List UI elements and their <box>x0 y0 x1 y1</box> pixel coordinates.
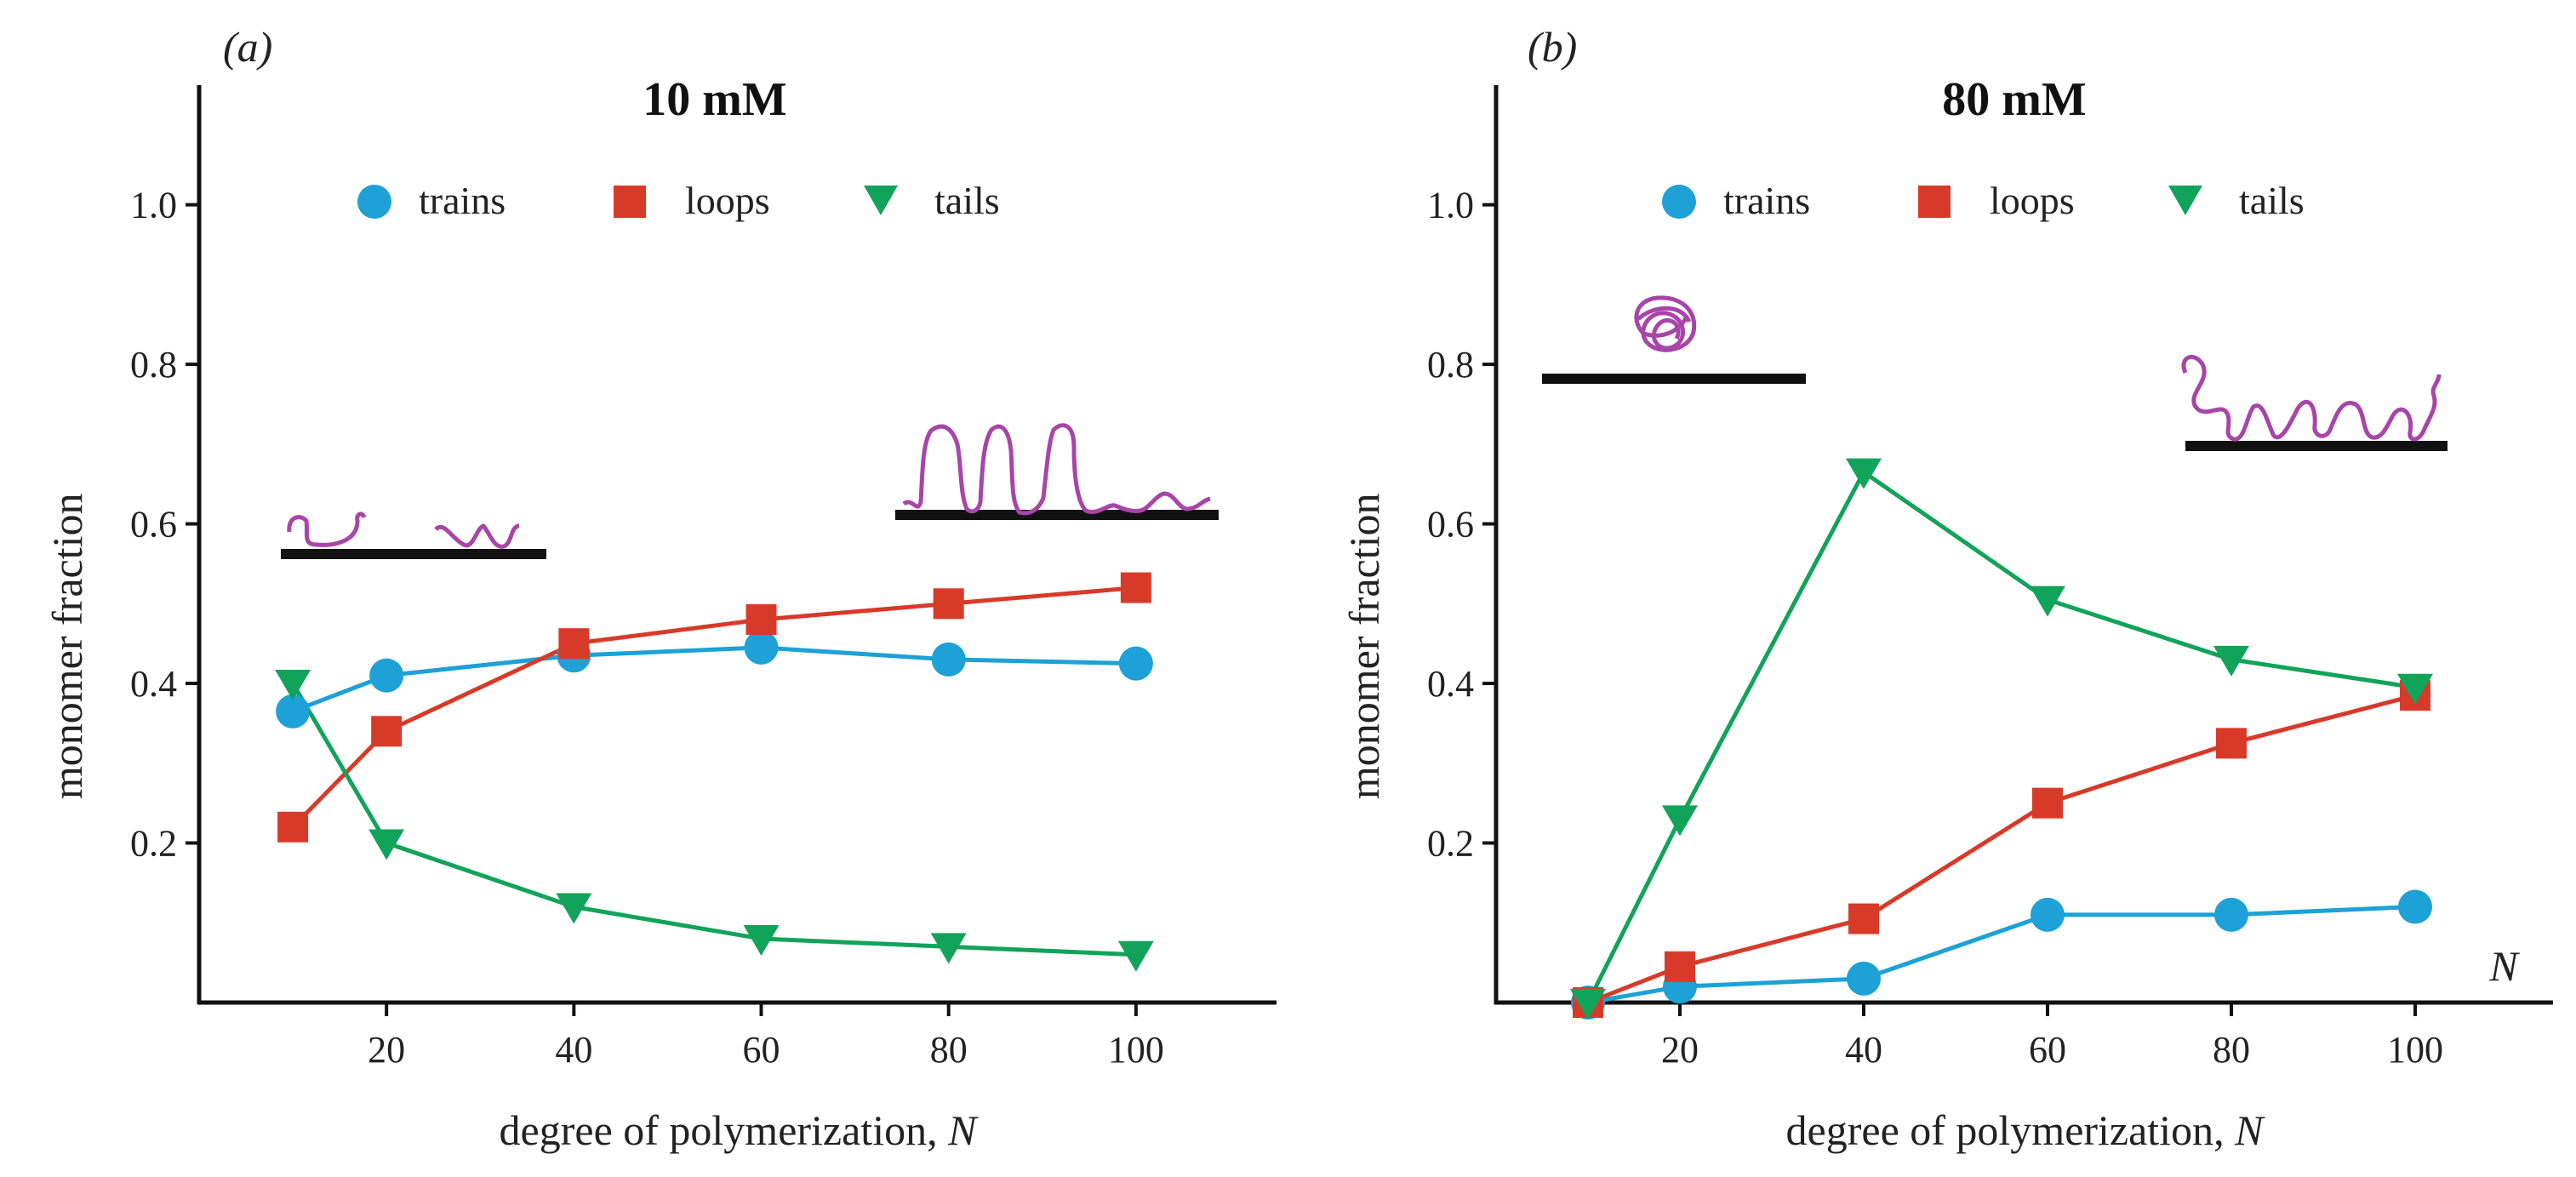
y-tick-label: 0.2 <box>1427 823 1474 865</box>
polymer-chain-icon <box>434 523 520 549</box>
data-point-trains <box>2031 897 2065 932</box>
legend-trains-marker <box>357 185 391 219</box>
data-point-tails <box>743 925 780 957</box>
x-tick-label: 60 <box>743 1029 780 1071</box>
series-line-loops <box>1587 693 2416 1005</box>
data-point-tails <box>2213 645 2249 677</box>
polymer-chain-icon <box>2181 354 2442 442</box>
series-line-trains <box>292 645 1136 714</box>
x-tick-label: 40 <box>555 1029 592 1071</box>
data-point-trains <box>1847 961 1881 996</box>
panel-a-label: (a) <box>223 23 272 71</box>
y-tick-label: 0.8 <box>130 344 177 386</box>
polymer-illustration-short <box>281 511 546 559</box>
y-tick-label: 0.6 <box>130 504 177 546</box>
legend-tails-label: tails <box>934 179 1000 222</box>
panel-b-corner-label: N <box>2488 942 2520 990</box>
x-tick-label: 80 <box>930 1029 968 1071</box>
data-point-trains <box>2214 897 2248 932</box>
data-point-loops <box>933 588 964 620</box>
panel-b-legend: trains loops tails <box>1662 179 2305 222</box>
legend-loops-label: loops <box>1990 179 2075 222</box>
data-point-tails <box>556 893 592 924</box>
panel-a: (a) 10 mM trains loops tails 0.20.40.60.… <box>43 23 1277 1154</box>
data-point-trains <box>1118 646 1153 681</box>
series-line-tails <box>1585 468 2416 1004</box>
legend-loops-marker <box>614 186 646 218</box>
panel-a-legend: trains loops tails <box>357 179 1000 222</box>
panel-b-label: (b) <box>1528 23 1577 71</box>
data-point-loops <box>2216 728 2247 759</box>
data-point-loops <box>2032 787 2063 819</box>
polymer-chain-icon <box>287 511 367 547</box>
y-tick-label: 0.2 <box>130 823 177 865</box>
y-tick-label: 0.8 <box>1427 344 1474 386</box>
legend-loops-marker <box>1918 186 1951 218</box>
data-point-loops <box>558 628 590 660</box>
y-tick-label: 0.6 <box>1427 504 1474 546</box>
y-tick-label: 0.4 <box>130 663 177 705</box>
data-point-trains <box>276 694 311 728</box>
data-point-tails <box>1846 458 1882 489</box>
legend-trains-label: trains <box>419 179 505 222</box>
series-line-trains <box>1587 905 2416 1005</box>
x-tick-label: 20 <box>368 1029 405 1071</box>
data-point-loops <box>277 811 309 843</box>
panel-b-y-axis-title: monomer fraction <box>1340 493 1388 799</box>
data-point-trains <box>744 630 779 665</box>
data-point-trains <box>2398 889 2432 924</box>
x-tick-label: 40 <box>1845 1029 1882 1071</box>
legend-trains-label: trains <box>1723 179 1810 222</box>
data-point-tails <box>1570 989 1606 1020</box>
x-tick-label: 20 <box>1661 1029 1699 1071</box>
legend-tails-label: tails <box>2239 179 2305 222</box>
panel-b-plot: 0.2 0.4 0.6 0.8 1.0 20 40 60 80 100 degree of poly… <box>1340 85 2553 1154</box>
data-point-tails <box>2030 586 2065 617</box>
data-point-loops <box>1120 572 1151 603</box>
series-line-loops <box>291 586 1137 829</box>
data-point-trains <box>931 642 966 677</box>
series-line-tails <box>290 682 1136 957</box>
polymer-illustration-long <box>895 423 1219 520</box>
panel-a-title: 10 mM <box>643 73 787 126</box>
data-point-tails <box>2397 673 2433 705</box>
data-point-trains <box>369 658 404 693</box>
panel-a-x-axis-title: degree of polymerization, N <box>500 1106 980 1154</box>
panel-b: (b) 80 mM trains loops tails N 0.2 0.4 0.6… <box>1340 23 2553 1154</box>
data-point-tails <box>930 933 967 964</box>
legend-tails-marker <box>864 186 898 215</box>
polymer-illustration-globule <box>1542 295 1806 384</box>
data-point-loops <box>745 604 777 636</box>
data-point-loops <box>1848 903 1879 934</box>
data-point-tails <box>1662 805 1698 837</box>
polymer-illustration-loops <box>2181 354 2447 451</box>
legend-trains-marker <box>1662 185 1696 219</box>
x-tick-label: 100 <box>2387 1029 2443 1071</box>
x-tick-label: 80 <box>2213 1029 2250 1071</box>
data-point-tails <box>275 670 311 701</box>
y-tick-label: 1.0 <box>130 185 177 226</box>
polymer-chain-icon <box>902 423 1211 516</box>
x-tick-label: 60 <box>2029 1029 2066 1071</box>
x-tick-label: 100 <box>1108 1029 1164 1071</box>
data-point-tails <box>368 829 405 860</box>
y-tick-label: 1.0 <box>1427 185 1474 226</box>
panel-a-plot: 0.2 0.4 0.6 0.8 1.0 20 40 60 80 100 degree of poly… <box>43 85 1277 1154</box>
panel-b-x-axis-title: degree of polymerization, N <box>1786 1106 2266 1154</box>
polymer-globule-icon <box>1634 295 1697 352</box>
data-point-loops <box>1665 951 1695 982</box>
data-point-tails <box>1117 940 1154 972</box>
panel-b-title: 80 mM <box>1942 73 2087 126</box>
y-tick-label: 0.4 <box>1427 663 1474 705</box>
polymer-globule-icon <box>1636 306 1692 338</box>
data-point-loops <box>371 716 403 747</box>
panel-a-y-axis-title: monomer fraction <box>43 493 91 799</box>
legend-tails-marker <box>2168 186 2202 215</box>
legend-loops-label: loops <box>685 179 770 222</box>
